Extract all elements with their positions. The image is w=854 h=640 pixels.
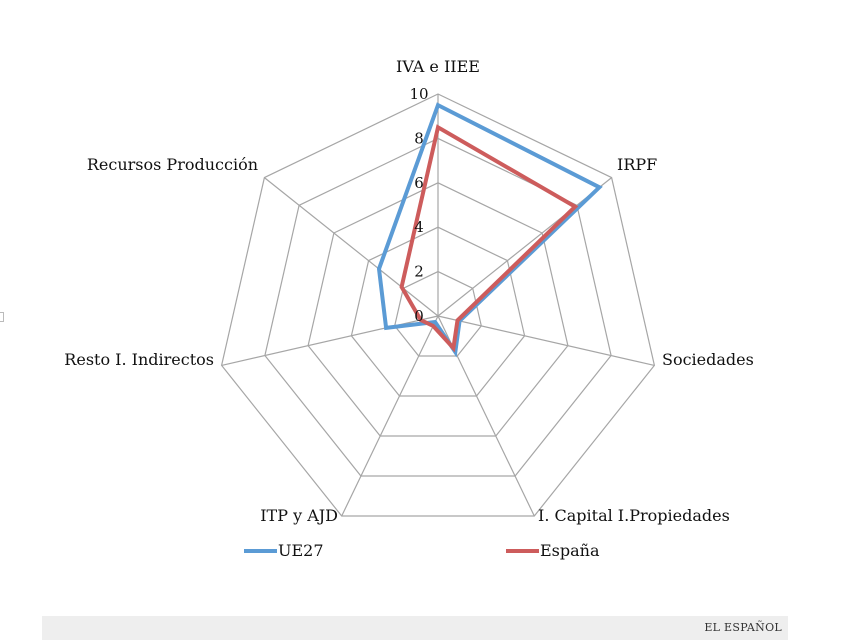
tick-label-6: 6	[414, 174, 424, 192]
footer-bar: EL ESPAÑOL	[42, 616, 788, 640]
axis-label-0: IVA e IIEE	[396, 57, 480, 76]
grid-ring-1	[394, 270, 482, 357]
footer-brand-logo: EL ESPAÑOL	[704, 621, 782, 634]
axis-label-3: I. Capital I.Propiedades	[538, 506, 730, 525]
legend-label-1: España	[540, 541, 600, 560]
grid-spoke-5	[221, 315, 439, 366]
chart-grid	[220, 93, 656, 517]
chart-ticks: 0 2 4 6 8 10	[409, 85, 428, 325]
chart-axis-labels: IVA e IIEE IRPF Sociedades I. Capital I.Pro…	[64, 57, 754, 525]
grid-spoke-6	[264, 177, 439, 317]
tick-label-2: 2	[414, 263, 424, 281]
left-edge-marker	[0, 312, 4, 322]
axis-label-6: Recursos Producción	[87, 155, 258, 174]
legend-label-0: UE27	[278, 541, 324, 560]
tick-label-8: 8	[414, 129, 424, 147]
chart-series	[376, 102, 603, 358]
axis-label-1: IRPF	[617, 155, 657, 174]
series-line-0	[376, 102, 603, 358]
grid-ring-5	[220, 93, 656, 517]
tick-label-10: 10	[409, 85, 428, 103]
tick-label-0: 0	[414, 307, 424, 325]
grid-ring-4	[264, 137, 612, 477]
axis-label-2: Sociedades	[662, 350, 754, 369]
tick-label-4: 4	[414, 218, 424, 236]
grid-spoke-4	[341, 315, 439, 517]
grid-spoke-2	[437, 315, 655, 366]
series-line-1	[399, 124, 579, 353]
chart-legend: UE27 España	[244, 541, 600, 560]
axis-label-5: Resto I. Indirectos	[64, 350, 214, 369]
grid-ring-3	[307, 182, 569, 437]
axis-label-4: ITP y AJD	[260, 506, 338, 525]
